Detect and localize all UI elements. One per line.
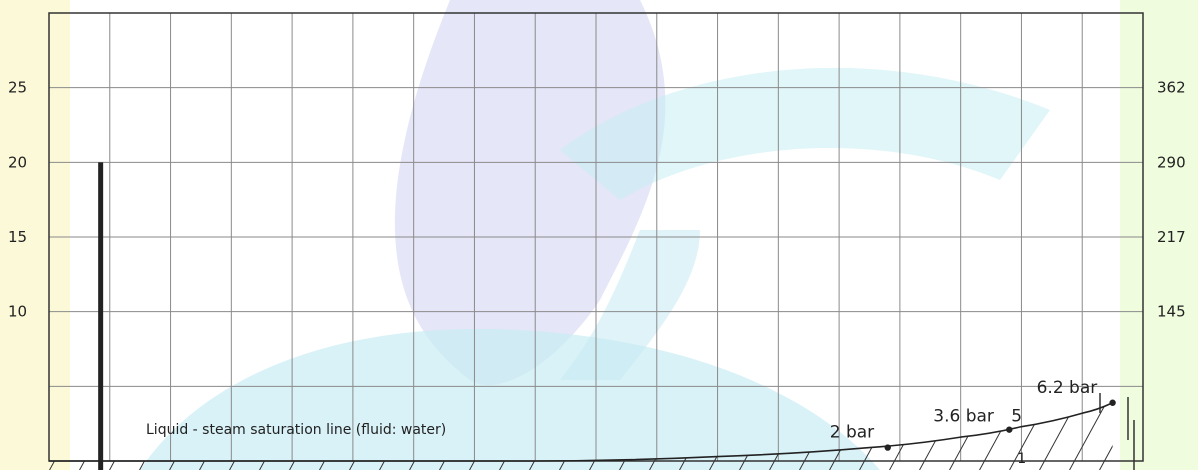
data-point	[884, 444, 891, 451]
hatch-line	[588, 402, 650, 470]
y-tick-label-right: 362	[1157, 79, 1186, 97]
point-label: 2 bar	[830, 423, 874, 443]
hatch-line	[49, 402, 50, 470]
hatch-line	[408, 402, 470, 470]
hatch-line	[858, 402, 920, 470]
grid	[48, 12, 1144, 462]
hatch-line	[198, 402, 260, 470]
hatch-line	[678, 402, 740, 470]
hatch-line	[348, 402, 410, 470]
y-tick-label-left: 20	[8, 153, 27, 171]
hatch-line	[528, 402, 590, 470]
hatch-line	[648, 402, 710, 470]
hatch-line	[138, 402, 200, 470]
y-tick-label-right: 145	[1157, 303, 1186, 321]
point-label: 3.6 bar	[933, 407, 994, 427]
data-point	[1109, 399, 1116, 406]
series-layer	[49, 162, 1135, 470]
series-name-label: Liquid - steam saturation line (fluid: w…	[146, 422, 446, 438]
hatch-line	[618, 402, 680, 470]
hatch-line	[288, 402, 350, 470]
tick-labels: 25 20 15 10 362 290 217 145	[8, 79, 1186, 321]
hatch-line	[828, 402, 890, 470]
hatch-line	[1098, 402, 1113, 470]
hatch-line	[318, 402, 380, 470]
marker-label: 1	[1017, 451, 1026, 467]
data-point	[1006, 426, 1013, 433]
hatch-line	[168, 402, 230, 470]
y-tick-label-left: 25	[8, 79, 27, 97]
hatch-line	[108, 402, 170, 470]
annotations: 2 bar 3.6 bar 6.2 bar 5 1 Liquid - steam satu…	[146, 378, 1116, 467]
y-tick-label-right: 217	[1157, 228, 1186, 246]
y-tick-label-right: 290	[1157, 153, 1186, 171]
hatch-line	[438, 402, 500, 470]
saturation-line	[49, 402, 1113, 462]
hatch-line	[798, 402, 860, 470]
hatch-line	[258, 402, 320, 470]
hatch-line	[228, 402, 290, 470]
y-tick-label-left: 10	[8, 303, 27, 321]
hatch-line	[468, 402, 530, 470]
hatch-line	[1159, 361, 1198, 470]
hatch-line	[78, 402, 140, 470]
hatch-line	[1068, 402, 1113, 470]
y-tick-label-left: 15	[8, 228, 27, 246]
hatch-line	[1129, 361, 1189, 470]
hatch-line	[378, 402, 440, 470]
marker-label: 5	[1011, 407, 1022, 427]
hatch-line	[498, 402, 560, 470]
hatch-line	[0, 361, 19, 470]
point-label: 6.2 bar	[1037, 378, 1098, 398]
hatch-line	[558, 402, 620, 470]
